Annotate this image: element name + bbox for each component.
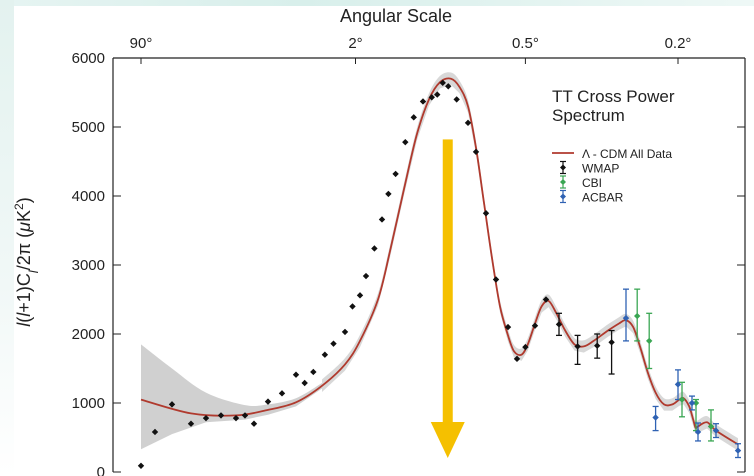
acbar-data-point <box>688 399 696 407</box>
wmap-data-point <box>482 210 490 217</box>
wmap-data-point <box>492 276 500 283</box>
model-curve-layer <box>140 77 739 446</box>
wmap-data-point <box>264 398 272 405</box>
cbi-data-point <box>634 312 641 320</box>
wmap-data-point <box>513 355 521 363</box>
wmap-data-point <box>371 245 378 252</box>
cbi-data-point <box>678 396 686 403</box>
wmap-data-point <box>217 412 225 419</box>
cbi-data-point <box>692 399 700 407</box>
wmap-data-point <box>356 292 364 299</box>
annotation-arrow-layer <box>430 139 465 458</box>
wmap-data-point <box>187 420 195 427</box>
acbar-data-point <box>734 447 742 454</box>
y-tick-label: 0 <box>97 464 105 476</box>
y-tick-label: 6000 <box>72 50 105 67</box>
top-axis-label: Angular Scale <box>340 6 452 26</box>
wmap-data-point <box>434 91 441 98</box>
wmap-data-point <box>392 170 399 178</box>
left-decorative-fade <box>0 0 14 476</box>
wmap-data-point <box>301 379 308 387</box>
wmap-data-point <box>137 462 145 469</box>
acbar-data-point <box>694 428 702 436</box>
wmap-data-point <box>504 323 512 331</box>
wmap-data-point <box>330 340 337 347</box>
acbar-data-point <box>674 381 682 388</box>
acbar-data-point <box>622 314 630 322</box>
wmap-data-point <box>341 328 349 336</box>
arrow-head <box>430 422 465 458</box>
chart-title-line-2: Spectrum <box>552 106 625 125</box>
legend-label: CBI <box>582 176 602 190</box>
wmap-data-point <box>292 371 300 378</box>
wmap-data-point <box>531 322 539 329</box>
wmap-data-point <box>168 401 176 408</box>
y-axis-label: l(l+1)Cl/2π (μK2) <box>12 197 41 326</box>
wmap-data-point <box>232 414 240 422</box>
legend-label: Λ - CDM All Data <box>582 147 672 161</box>
y-tick-label: 1000 <box>72 395 105 412</box>
wmap-data-point <box>522 343 529 351</box>
wmap-data-point <box>410 114 417 121</box>
wmap-data-point <box>453 96 460 103</box>
top-decorative-band <box>0 0 754 6</box>
wmap-data-point <box>542 296 550 303</box>
wmap-data-point <box>378 216 386 223</box>
wmap-data-point <box>241 412 249 419</box>
wmap-data-point <box>402 138 409 146</box>
data-points-layer <box>137 79 742 469</box>
error-bars-layer <box>556 288 741 459</box>
chart-title-line-1: TT Cross Power <box>552 87 675 106</box>
wmap-data-point <box>310 368 317 376</box>
wmap-data-point <box>321 351 329 358</box>
top-tick-label: 2° <box>348 35 362 52</box>
model-uncertainty-band <box>322 72 738 451</box>
wmap-data-point <box>472 148 480 156</box>
acbar-data-point <box>652 414 659 421</box>
legend-label: WMAP <box>582 162 619 176</box>
wmap-data-point <box>349 303 356 310</box>
wmap-data-point <box>250 420 258 427</box>
top-tick-label: 0.5° <box>512 35 539 52</box>
top-tick-label: 90° <box>130 35 153 52</box>
lcdm-model-curve <box>140 77 739 446</box>
legend-label: ACBAR <box>582 191 624 205</box>
legend-swatch-marker <box>560 179 566 185</box>
legend-swatch-marker <box>560 164 566 171</box>
wmap-data-point <box>555 321 563 328</box>
wmap-data-point <box>428 94 435 101</box>
wmap-data-point <box>439 79 446 87</box>
cbi-data-point <box>646 337 653 345</box>
svg-text:l(l+1)Cl/2π (μK2): l(l+1)Cl/2π (μK2) <box>12 197 41 326</box>
wmap-data-point <box>574 343 581 350</box>
wmap-data-point <box>445 83 452 90</box>
wmap-data-point <box>151 428 159 436</box>
axes-layer: 0 1000 2000 3000 4000 5000 6000 90° 2° 0.5° 0.2° <box>72 35 746 476</box>
cbi-data-point <box>707 423 715 430</box>
top-tick-label: 0.2° <box>665 35 692 52</box>
wmap-data-point <box>594 342 601 349</box>
wmap-data-point <box>464 119 472 127</box>
y-tick-label: 3000 <box>72 257 105 274</box>
wmap-data-point <box>278 390 286 397</box>
y-tick-label: 4000 <box>72 188 105 205</box>
cosmic-variance-band <box>141 344 322 450</box>
wmap-data-point <box>608 339 615 346</box>
arrow-shaft <box>442 139 453 425</box>
y-tick-label: 2000 <box>72 326 105 343</box>
wmap-data-point <box>202 414 210 422</box>
legend-swatch-marker <box>560 193 566 200</box>
wmap-data-point <box>385 190 392 198</box>
wmap-data-point <box>419 98 427 105</box>
y-tick-label: 5000 <box>72 119 105 136</box>
wmap-data-point <box>362 272 370 280</box>
acbar-data-point <box>712 427 720 434</box>
uncertainty-band-layer <box>141 72 738 451</box>
